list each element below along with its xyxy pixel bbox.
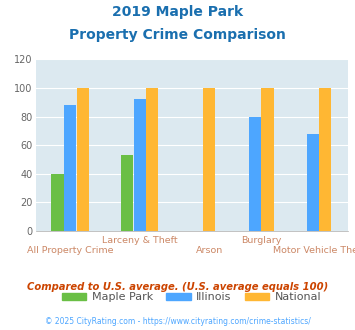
Bar [249, 116, 261, 231]
Text: Larceny & Theft: Larceny & Theft [102, 236, 178, 245]
Text: © 2025 CityRating.com - https://www.cityrating.com/crime-statistics/: © 2025 CityRating.com - https://www.city… [45, 317, 310, 326]
Bar [133, 99, 146, 231]
Text: Property Crime Comparison: Property Crime Comparison [69, 28, 286, 42]
Bar [51, 174, 64, 231]
Bar [77, 88, 89, 231]
Text: 2019 Maple Park: 2019 Maple Park [112, 5, 243, 19]
Text: Arson: Arson [196, 246, 223, 255]
Bar [121, 155, 133, 231]
Text: Compared to U.S. average. (U.S. average equals 100): Compared to U.S. average. (U.S. average … [27, 282, 328, 292]
Bar [146, 88, 158, 231]
Bar [64, 105, 76, 231]
Legend: Maple Park, Illinois, National: Maple Park, Illinois, National [57, 288, 326, 307]
Text: Burglary: Burglary [241, 236, 281, 245]
Bar [203, 88, 215, 231]
Bar [307, 134, 319, 231]
Text: All Property Crime: All Property Crime [27, 246, 114, 255]
Bar [319, 88, 331, 231]
Text: Motor Vehicle Theft: Motor Vehicle Theft [273, 246, 355, 255]
Bar [261, 88, 274, 231]
